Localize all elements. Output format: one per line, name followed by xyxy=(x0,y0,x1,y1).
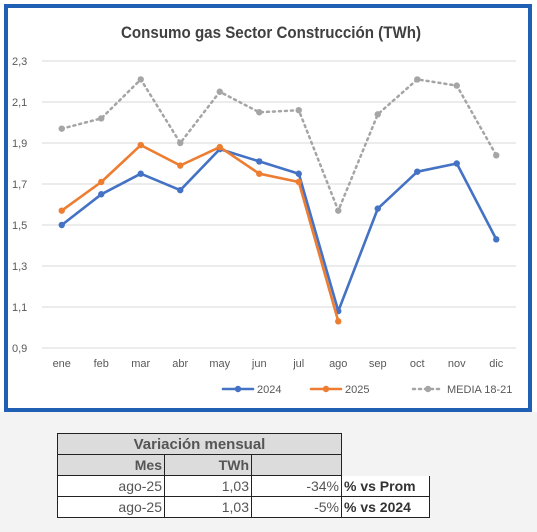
table-title: Variación mensual xyxy=(57,433,342,455)
data-point xyxy=(374,205,381,212)
data-point xyxy=(335,207,342,214)
column-header-mes: Mes xyxy=(57,454,165,476)
y-tick-label: 1,3 xyxy=(12,261,27,273)
x-tick-label: abr xyxy=(172,358,188,370)
data-point xyxy=(256,158,263,165)
x-tick-label: may xyxy=(209,358,230,370)
data-point xyxy=(453,82,460,89)
data-point xyxy=(493,152,500,159)
series-line xyxy=(60,78,498,212)
y-tick-label: 1,1 xyxy=(12,302,27,314)
data-point xyxy=(374,111,381,118)
cell-mes: ago-25 xyxy=(57,496,165,518)
y-tick-label: 1,7 xyxy=(12,179,27,191)
data-point xyxy=(137,141,144,149)
data-point xyxy=(295,170,302,177)
series-line xyxy=(60,143,340,323)
data-point xyxy=(335,318,342,325)
data-point xyxy=(493,236,500,243)
y-tick-label: 2,1 xyxy=(12,97,27,109)
y-tick-label: 0,9 xyxy=(12,343,27,355)
x-tick-label: jun xyxy=(251,358,267,370)
legend-label: 2024 xyxy=(257,384,281,396)
series-line xyxy=(60,147,498,313)
data-point xyxy=(177,162,184,169)
data-point xyxy=(137,76,144,83)
y-tick-label: 1,5 xyxy=(12,220,27,232)
legend-swatch-marker xyxy=(424,385,432,393)
data-point xyxy=(414,76,421,83)
summary-panel: Variación mensual Mes TWh ago-25 1,03 -3… xyxy=(0,412,537,532)
y-tick-label: 1,9 xyxy=(12,138,27,150)
data-point xyxy=(98,115,105,122)
x-tick-label: mar xyxy=(131,358,150,370)
legend-swatch-marker xyxy=(234,385,242,393)
table-title-row: Variación mensual xyxy=(57,433,430,455)
data-point xyxy=(58,207,65,214)
data-point xyxy=(453,160,460,167)
data-point xyxy=(256,109,263,116)
data-point xyxy=(295,178,302,186)
data-point xyxy=(177,186,184,194)
x-tick-label: ago xyxy=(329,358,347,370)
data-point xyxy=(414,168,421,175)
table-row: ago-25 1,03 -5% % vs 2024 xyxy=(57,496,430,518)
data-point xyxy=(216,143,223,151)
data-point xyxy=(177,139,184,147)
cell-pct: -5% xyxy=(251,496,342,518)
x-tick-label: feb xyxy=(94,358,109,370)
cell-mes: ago-25 xyxy=(57,475,165,497)
table-row: ago-25 1,03 -34% % vs Prom xyxy=(57,475,430,497)
legend-swatch-marker xyxy=(322,385,330,393)
x-tick-label: oct xyxy=(410,358,425,370)
y-tick-label: 2,3 xyxy=(12,56,27,68)
data-point xyxy=(58,125,65,132)
data-point xyxy=(98,178,105,186)
data-point xyxy=(98,191,105,198)
x-tick-label: ene xyxy=(53,358,71,370)
cell-label: % vs 2024 xyxy=(341,496,430,518)
cell-pct: -34% xyxy=(251,475,342,497)
data-point xyxy=(256,170,263,177)
x-tick-label: jul xyxy=(292,358,304,370)
x-tick-label: nov xyxy=(448,358,466,370)
cell-label: % vs Prom xyxy=(341,475,430,497)
data-point xyxy=(295,107,302,114)
x-tick-label: dic xyxy=(489,358,504,370)
chart-title: Consumo gas Sector Construcción (TWh) xyxy=(121,23,421,42)
column-header-empty xyxy=(251,454,342,476)
variation-table: Variación mensual Mes TWh ago-25 1,03 -3… xyxy=(57,433,430,518)
cell-twh: 1,03 xyxy=(164,496,252,518)
data-point xyxy=(216,88,223,95)
data-point xyxy=(137,170,144,177)
table-header-row: Mes TWh xyxy=(57,454,430,476)
line-chart: Consumo gas Sector Construcción (TWh) 0,… xyxy=(12,23,516,396)
column-header-twh: TWh xyxy=(164,454,252,476)
legend-label: 2025 xyxy=(345,384,369,396)
legend-label: MEDIA 18-21 xyxy=(447,384,512,396)
chart-frame: Consumo gas Sector Construcción (TWh) 0,… xyxy=(4,4,532,412)
x-tick-label: sep xyxy=(369,358,387,370)
data-point xyxy=(58,221,65,229)
cell-twh: 1,03 xyxy=(164,475,252,497)
